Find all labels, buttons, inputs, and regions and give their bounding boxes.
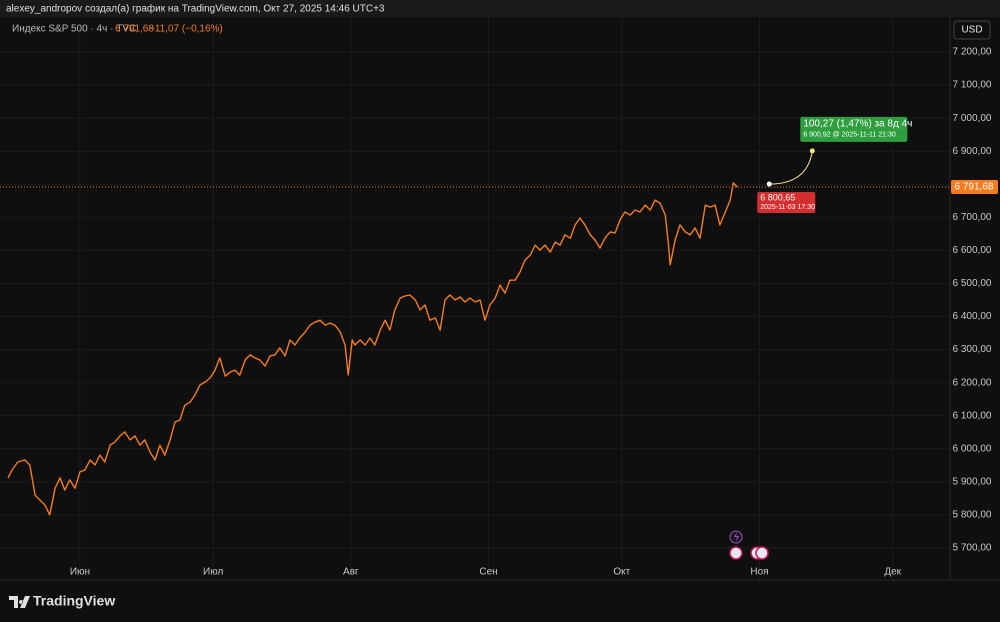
currency[interactable]: USD (961, 25, 982, 36)
y-tick-label: 6 400,00 (953, 311, 992, 322)
event-icons[interactable] (729, 530, 769, 560)
y-tick-label: 7 000,00 (953, 113, 992, 124)
footer (0, 581, 1000, 622)
last-price-tag (951, 180, 998, 195)
y-tick-label: 7 100,00 (953, 80, 992, 91)
x-tick-label: Авг (343, 567, 359, 578)
brand: TradingView (33, 593, 115, 609)
y-tick-label: 6 000,00 (953, 443, 992, 454)
header: alexey_andropov создал(а) график на Trad… (6, 3, 385, 15)
forecast-box (800, 116, 908, 142)
forecast-change: 100,27 (1,47%) за 8д 4ч (803, 119, 912, 130)
y-tick-label: 5 900,00 (953, 477, 992, 488)
y-tick-label: 5 800,00 (953, 510, 992, 521)
currency-button[interactable] (953, 20, 991, 40)
symbol: Индекс S&P 500 · 4ч · TVC (12, 24, 136, 35)
x-tick-label: Ноя (750, 567, 768, 578)
forecast-start-time: 2025-11-03 17:30 (760, 204, 815, 211)
forecast-curve (769, 150, 813, 185)
event-icon-glyph (734, 532, 739, 542)
y-tick-label: 6 300,00 (953, 344, 992, 355)
event-icon[interactable] (729, 546, 743, 560)
y-tick-label: 7 200,00 (953, 47, 992, 58)
forecast-target: 6 900,92 @ 2025-11-11 21:30 (803, 132, 896, 139)
y-tick-label: 6 600,00 (953, 245, 992, 256)
last-price-header: 6 791,68 (115, 24, 154, 35)
last-price-label: 6 791,68 (955, 182, 994, 193)
event-icon[interactable] (755, 546, 769, 560)
y-tick-label: 6 900,00 (953, 146, 992, 157)
forecast-start-price: 6 800,65 (760, 192, 795, 202)
y-tick-label: 6 700,00 (953, 212, 992, 223)
x-tick-label: Дек (884, 567, 901, 578)
y-tick-label: 6 500,00 (953, 278, 992, 289)
brand-logo (9, 596, 30, 608)
x-tick-label: Сен (479, 567, 497, 578)
x-tick-label: Июн (70, 567, 90, 578)
change: −11,07 (−0,16%) (149, 24, 223, 35)
header-bar (0, 0, 1000, 17)
forecast-end (809, 148, 815, 154)
y-tick-label: 6 100,00 (953, 410, 992, 421)
y-tick-label: 6 200,00 (953, 377, 992, 388)
forecast-start-box (757, 192, 816, 214)
x-tick-label: Июл (203, 567, 223, 578)
x-tick-label: Окт (613, 567, 630, 578)
y-tick-label: 5 700,00 (953, 543, 992, 554)
forecast-start (766, 181, 772, 187)
price-line (7, 182, 738, 516)
